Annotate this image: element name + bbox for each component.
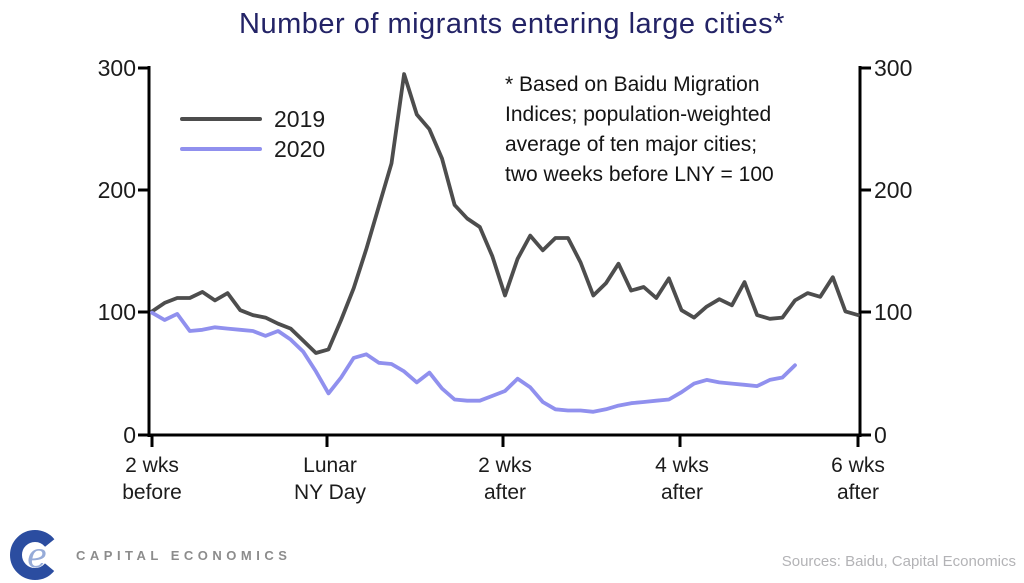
x-label-6wks-after: 6 wks after (831, 454, 885, 504)
chart-title: Number of migrants entering large cities… (239, 8, 785, 40)
y-label-right-200: 200 (874, 177, 913, 203)
legend-item-2020: 2020 (180, 134, 325, 164)
y-label-right-300: 300 (874, 55, 913, 81)
series-group (150, 72, 860, 414)
series-2020-line (150, 310, 797, 414)
logo-c-icon: e (10, 530, 60, 580)
footnote-line-3: average of ten major cities; (505, 133, 758, 156)
footnote-line-4: two weeks before LNY = 100 (505, 163, 774, 186)
x-label-2wks-after: 2 wks after (478, 454, 532, 504)
chart-footnote: * Based on Baidu Migration Indices; popu… (505, 70, 875, 190)
logo-e-letter: e (27, 536, 47, 576)
axes (138, 66, 871, 447)
capital-economics-logo: e CAPITAL ECONOMICS (10, 527, 291, 583)
y-label-right-0: 0 (874, 422, 887, 448)
x-label-2wks-before: 2 wks before (122, 454, 182, 504)
legend-swatch-2020 (180, 147, 262, 151)
logo-c-ring (10, 530, 60, 580)
legend-swatch-2019 (180, 117, 262, 121)
y-label-left-100: 100 (97, 299, 136, 325)
footnote-line-1: * Based on Baidu Migration (505, 73, 760, 96)
series-2019-line (150, 72, 860, 355)
x-label-4wks-after: 4 wks after (655, 454, 709, 504)
footnote-line-2: Indices; population-weighted (505, 103, 772, 126)
y-label-left-300: 300 (97, 55, 136, 81)
y-label-right-100: 100 (874, 299, 913, 325)
y-label-left-0: 0 (123, 422, 136, 448)
legend: 2019 2020 (180, 104, 325, 164)
logo-wordmark: CAPITAL ECONOMICS (76, 547, 292, 563)
sources-note: Sources: Baidu, Capital Economics (781, 553, 1016, 570)
legend-label-2020: 2020 (274, 135, 326, 162)
x-label-lny: Lunar NY Day (294, 454, 366, 504)
y-label-left-200: 200 (97, 177, 136, 203)
legend-item-2019: 2019 (180, 104, 325, 134)
legend-label-2019: 2019 (274, 105, 326, 132)
